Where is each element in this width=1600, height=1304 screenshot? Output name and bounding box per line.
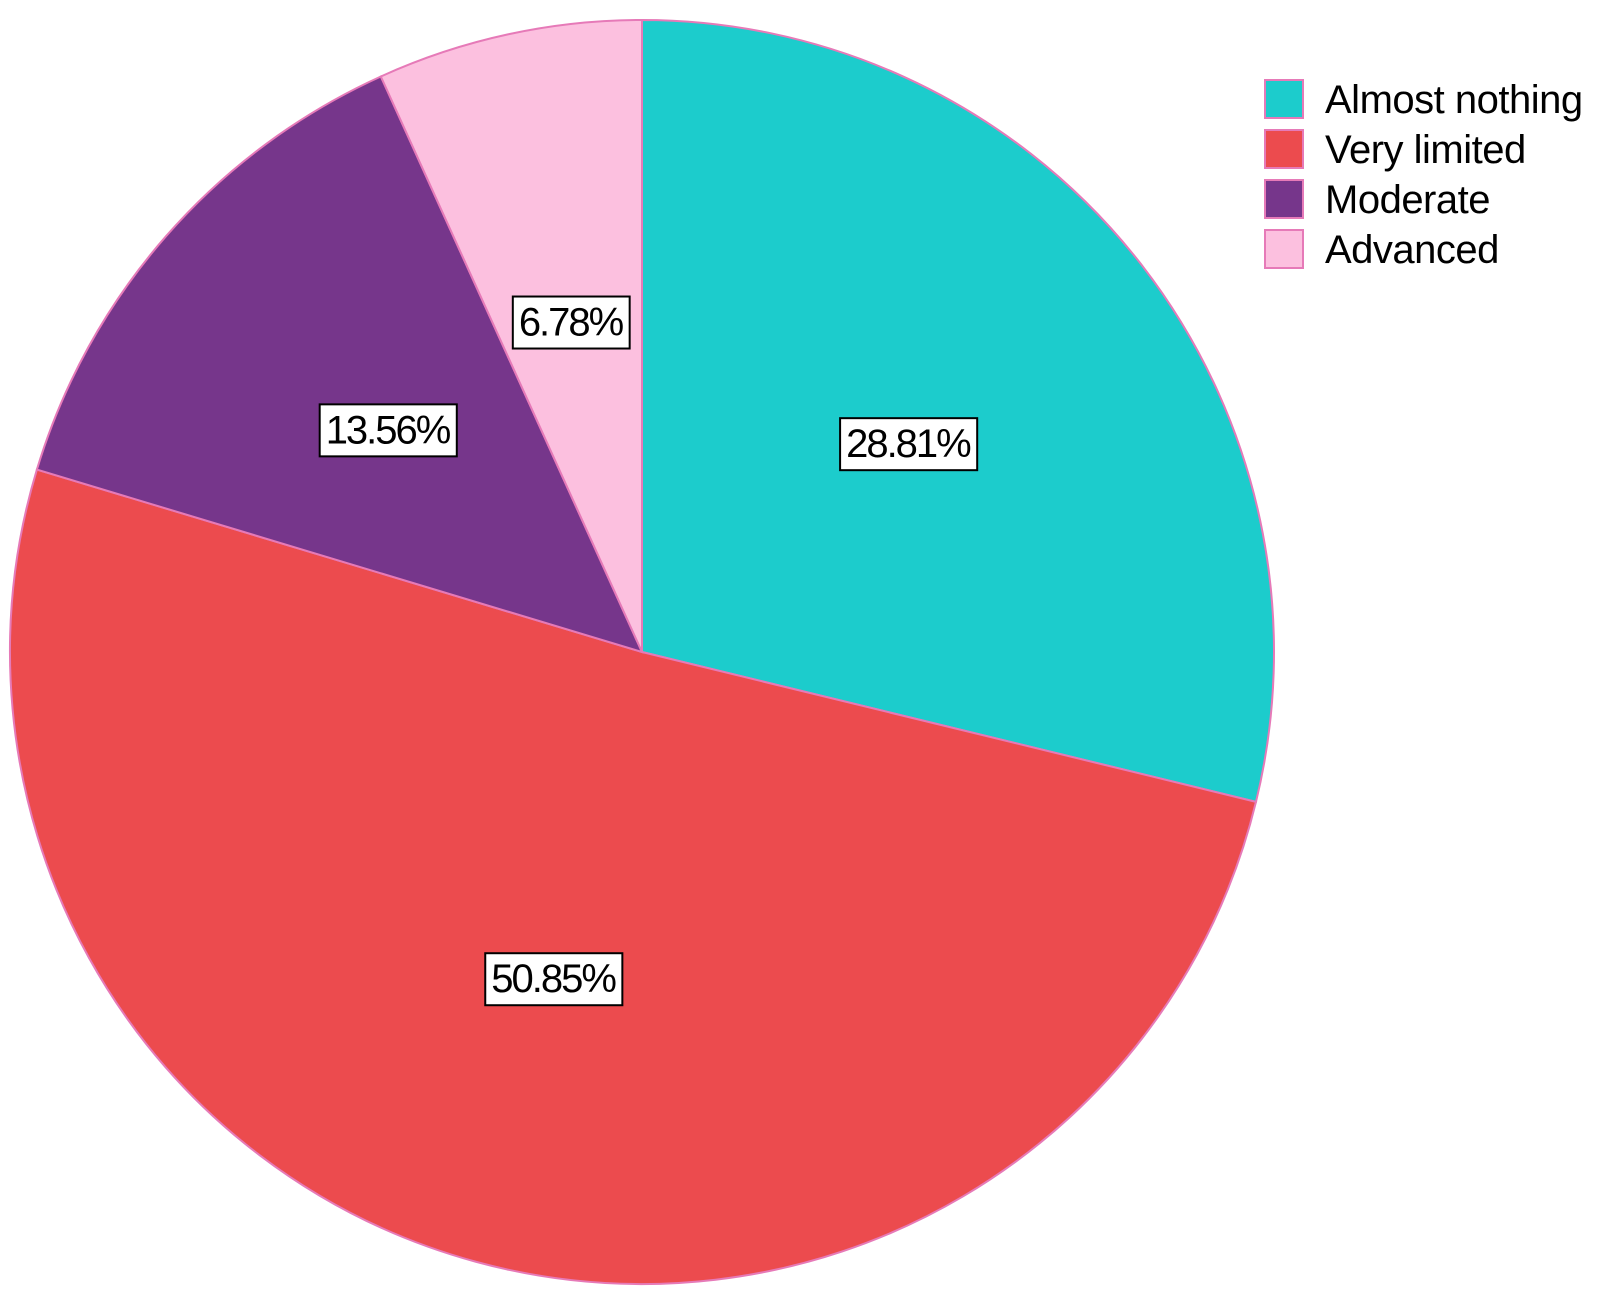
legend-swatch xyxy=(1264,79,1304,119)
pie-slice-almost-nothing xyxy=(641,18,1275,804)
legend-item-advanced: Advanced xyxy=(1264,228,1499,272)
pie-slice-very-limited xyxy=(9,468,1258,1285)
legend-label: Almost nothing xyxy=(1325,78,1583,122)
pie-slice-advanced xyxy=(379,18,643,653)
pie-slices xyxy=(9,18,1275,1285)
legend-item-almost-nothing: Almost nothing xyxy=(1264,78,1583,122)
legend-item-very-limited: Very limited xyxy=(1264,128,1526,172)
slice-label-text: 28.81% xyxy=(846,422,971,466)
slice-label-text: 50.85% xyxy=(491,957,616,1001)
legend-item-moderate: Moderate xyxy=(1264,178,1490,222)
slice-label-text: 6.78% xyxy=(519,301,624,345)
slice-label-moderate: 13.56% xyxy=(318,403,458,458)
legend-swatch xyxy=(1264,179,1304,219)
slice-label-text: 13.56% xyxy=(326,408,451,452)
legend: Almost nothing Very limited Moderate Advanc… xyxy=(1264,78,1583,272)
slice-label-box xyxy=(318,403,458,458)
slice-labels: 28.81% 50.85% 13.56% 6.78% xyxy=(318,295,979,1007)
legend-swatch xyxy=(1264,129,1304,169)
slice-label-almost-nothing: 28.81% xyxy=(839,417,979,472)
slice-label-box xyxy=(484,952,624,1007)
slice-label-very-limited: 50.85% xyxy=(484,952,624,1007)
legend-label: Advanced xyxy=(1325,228,1499,272)
legend-label: Very limited xyxy=(1325,128,1526,172)
legend-swatch xyxy=(1264,229,1304,269)
slice-label-box xyxy=(511,295,631,350)
slice-label-box xyxy=(839,417,979,472)
slice-label-advanced: 6.78% xyxy=(511,295,631,350)
pie-slice-moderate xyxy=(35,75,644,654)
legend-label: Moderate xyxy=(1325,178,1490,222)
